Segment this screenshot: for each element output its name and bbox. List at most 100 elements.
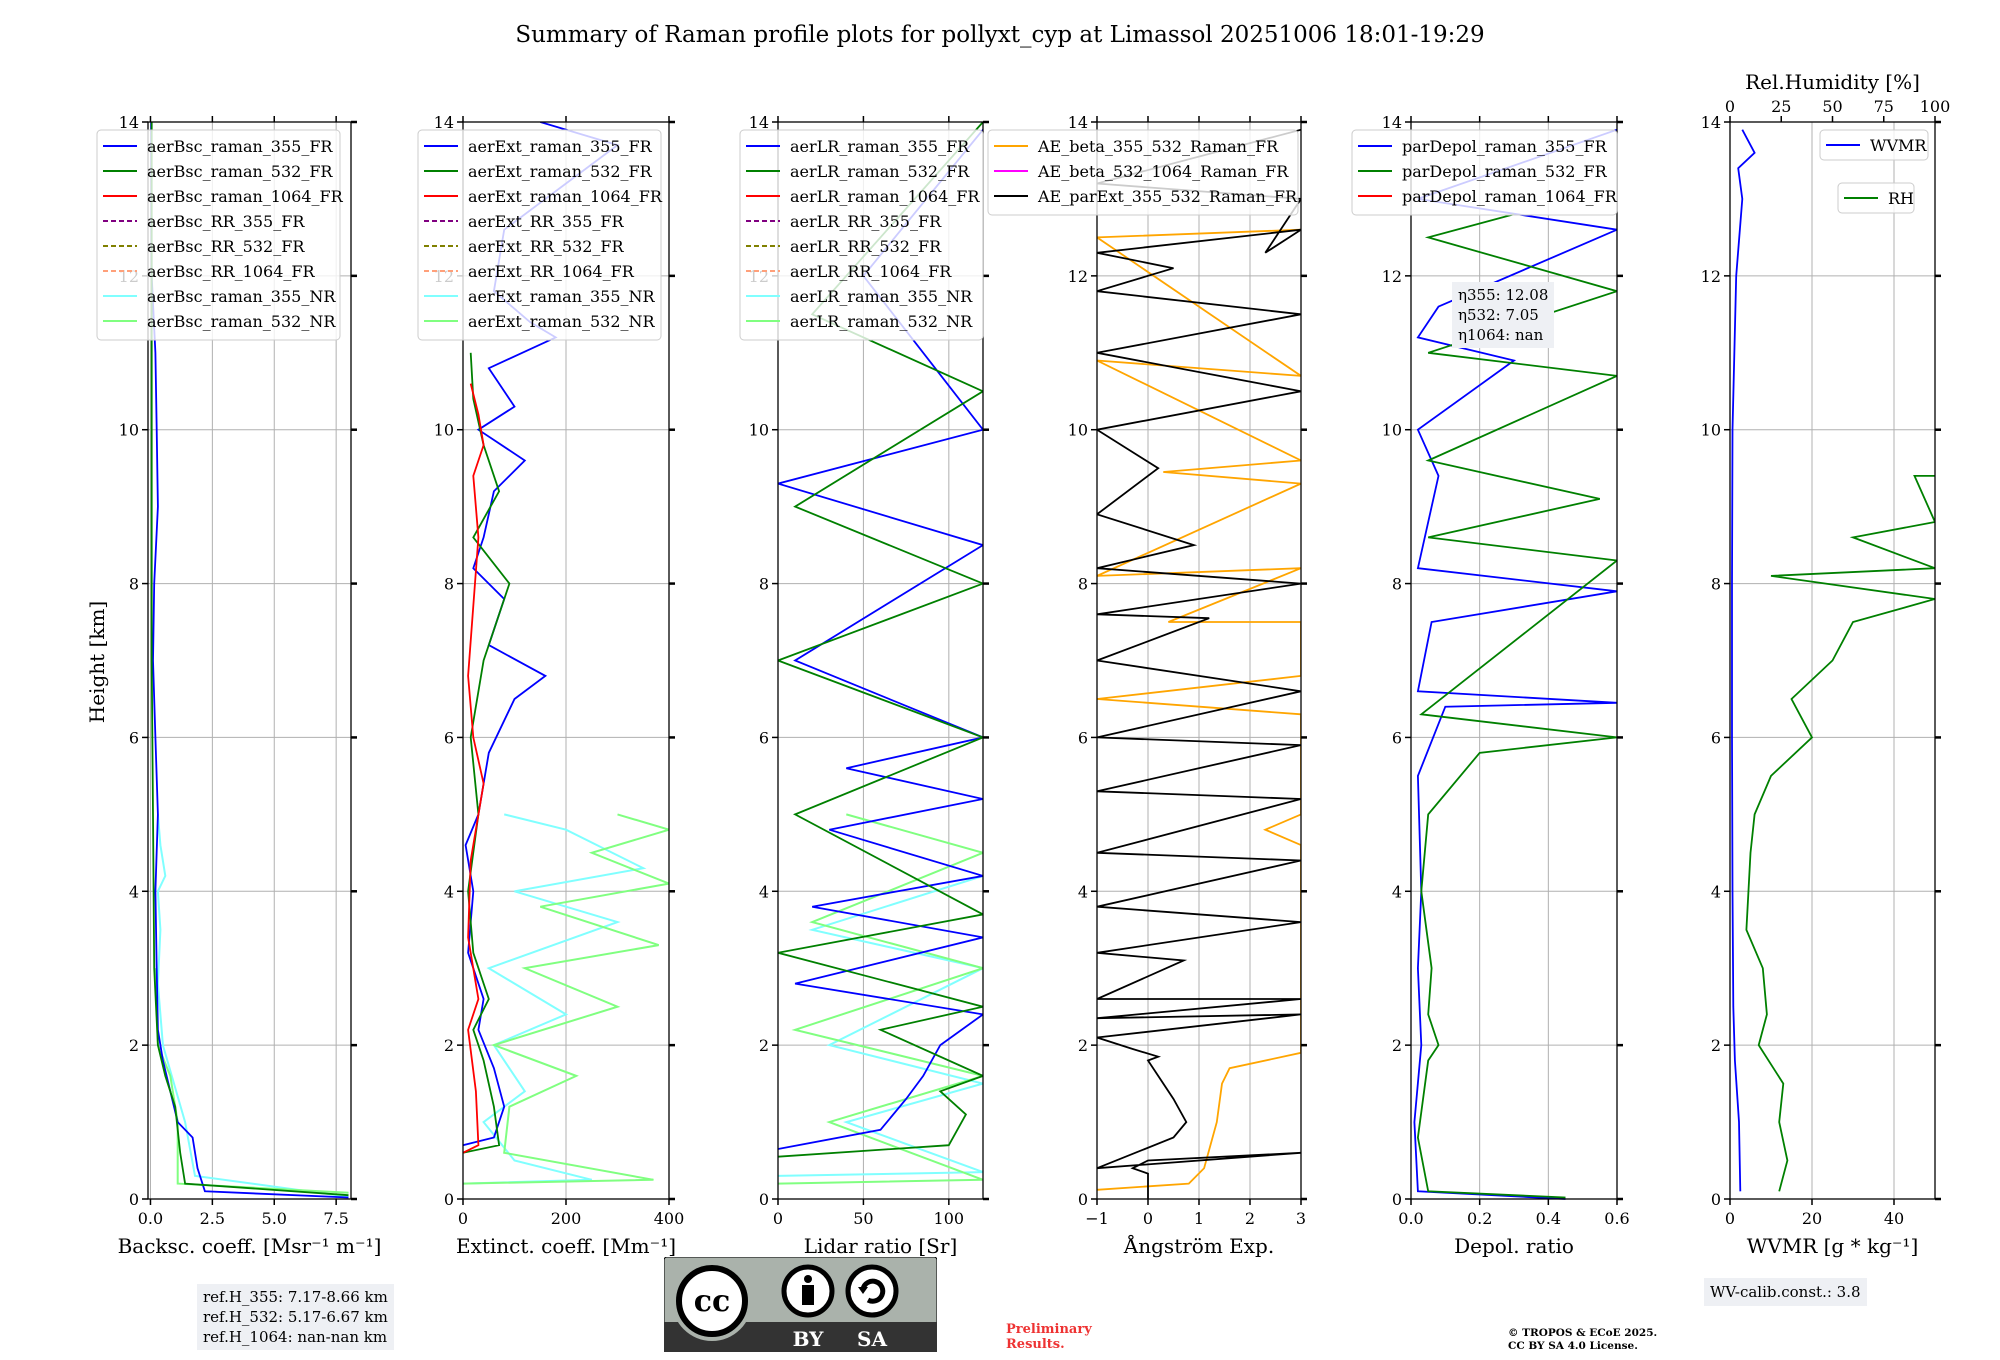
y-tick-label: 4	[1078, 882, 1088, 901]
y-tick-label: 0	[444, 1190, 454, 1209]
legend-entry: aerBsc_raman_1064_FR	[147, 187, 344, 206]
legend-entry: parDepol_raman_355_FR	[1402, 137, 1608, 156]
x-tick-label: 0	[773, 1209, 783, 1228]
series-line-parDepol_raman_355_FR	[1413, 128, 1617, 1200]
legend-entry: AE_beta_355_532_Raman_FR	[1037, 137, 1279, 156]
ref-height-355: ref.H_355: 7.17-8.66 km	[203, 1288, 388, 1306]
y-tick-label: 8	[1711, 575, 1721, 594]
y-tick-label: 4	[759, 882, 769, 901]
cc-by-sa-license-badge: cc BY SA	[664, 1257, 937, 1352]
x-tick-label: 0.4	[1536, 1209, 1561, 1228]
series-line-aerExt_raman_532_FR	[463, 352, 511, 1154]
y-tick-label: 4	[129, 882, 139, 901]
legend-entry: aerBsc_RR_1064_FR	[147, 262, 316, 281]
y-tick-label: 4	[444, 882, 454, 901]
legend: AE_beta_355_532_Raman_FR AE_beta_532_1064…	[987, 129, 1299, 216]
x-tick-label: 20	[1802, 1209, 1822, 1228]
series-group	[463, 122, 669, 1185]
y-tick-label: 0	[759, 1190, 769, 1209]
x2-tick-label: 0	[1725, 97, 1735, 116]
legend-entry: aerExt_RR_1064_FR	[468, 262, 635, 281]
legend-entry: aerBsc_RR_532_FR	[147, 237, 305, 256]
legend-entry: aerLR_raman_532_FR	[790, 162, 970, 181]
series-group	[1731, 129, 1935, 1192]
legend-entry: aerExt_raman_532_NR	[468, 312, 656, 331]
y-tick-label: 6	[759, 728, 769, 747]
preliminary-line-2: Results.	[1006, 1337, 1065, 1352]
legend-entry: aerLR_raman_532_NR	[790, 312, 973, 331]
legend-RH: RH	[1837, 182, 1915, 214]
series-line-aerBsc_raman_355_FR	[150, 122, 349, 1199]
panel-1: 0.02.55.07.502468101214Backsc. coeff. [M…	[96, 113, 381, 1258]
legend-box	[739, 129, 984, 341]
y-axis-label: Height [km]	[85, 601, 109, 723]
series-line-AE_parExt_355_532_Raman_FR	[1097, 128, 1301, 1199]
x-tick-label: 100	[934, 1209, 965, 1228]
eta-532: η532: 7.05	[1458, 306, 1539, 324]
y-tick-label: 14	[1701, 113, 1721, 132]
y-tick-label: 8	[1392, 575, 1402, 594]
legend-box	[987, 129, 1299, 216]
x-tick-label: 40	[1884, 1209, 1904, 1228]
series-line-aerLR_raman_355_FR	[778, 129, 983, 1150]
legend-entry: AE_parExt_355_532_Raman_FR	[1037, 187, 1298, 206]
x-tick-label: 0	[1725, 1209, 1735, 1228]
ref-height-1064: ref.H_1064: nan-nan km	[203, 1328, 388, 1346]
eta-1064: η1064: nan	[1458, 326, 1544, 344]
figure-title: Summary of Raman profile plots for polly…	[515, 22, 1485, 48]
series-line-aerExt_raman_1064_FR	[463, 383, 485, 1154]
y-tick-label: 2	[1392, 1036, 1402, 1055]
x-tick-label: 0	[1143, 1209, 1153, 1228]
preliminary-results-note: Preliminary Results.	[1006, 1322, 1092, 1352]
y-tick-label: 10	[1382, 421, 1402, 440]
y-tick-label: 6	[1392, 728, 1402, 747]
x-tick-label: 0	[458, 1209, 468, 1228]
y-tick-label: 12	[1701, 267, 1721, 286]
x-axis-label: Ångström Exp.	[1123, 1233, 1274, 1258]
legend-WVMR: WVMR	[1819, 129, 1929, 161]
series-line-AE_beta_355_532_Raman_FR	[1097, 228, 1301, 1191]
y-tick-label: 6	[1078, 728, 1088, 747]
y-tick-label: 14	[434, 113, 454, 132]
series-group	[150, 122, 349, 1199]
y-tick-label: 0	[1711, 1190, 1721, 1209]
legend-entry: aerBsc_raman_532_FR	[147, 162, 333, 181]
wv-calibration-constant: WV-calib.const.: 3.8	[1710, 1283, 1861, 1301]
legend-entry: aerBsc_raman_532_NR	[147, 312, 336, 331]
x-tick-label: 7.5	[323, 1209, 348, 1228]
legend-entry: aerLR_RR_355_FR	[790, 212, 942, 231]
axes-frame	[777, 121, 984, 1200]
y-tick-label: 0	[129, 1190, 139, 1209]
legend: parDepol_raman_355_FR parDepol_raman_532_…	[1351, 129, 1618, 216]
eta-box: η355: 12.08 η532: 7.05 η1064: nan	[1452, 282, 1555, 348]
legend-entry: aerExt_raman_532_FR	[468, 162, 653, 181]
legend: aerExt_raman_355_FR aerExt_raman_532_FRae…	[417, 129, 663, 341]
legend-entry: AE_beta_532_1064_Raman_FR	[1037, 162, 1289, 181]
legend: aerBsc_raman_355_FR aerBsc_raman_532_FRae…	[96, 129, 344, 341]
x-tick-label: 2	[1245, 1209, 1255, 1228]
y-tick-label: 14	[1382, 113, 1402, 132]
legend-entry: aerExt_RR_355_FR	[468, 212, 625, 231]
sa-label: SA	[857, 1327, 887, 1351]
series-group	[1097, 128, 1301, 1199]
series-line-aerExt_raman_355_NR	[463, 813, 647, 1185]
legend-entry: parDepol_raman_532_FR	[1402, 162, 1608, 181]
y-tick-label: 8	[129, 575, 139, 594]
series-line-parDepol_raman_532_FR	[1416, 213, 1617, 1199]
series-line-aerLR_raman_532_FR	[778, 122, 983, 1158]
x2-tick-label: 50	[1822, 97, 1842, 116]
y-tick-label: 2	[1078, 1036, 1088, 1055]
x-tick-label: 0.0	[1398, 1209, 1423, 1228]
y-tick-label: 6	[444, 728, 454, 747]
x2-tick-label: 25	[1771, 97, 1791, 116]
x-axis-label: Lidar ratio [Sr]	[804, 1234, 958, 1258]
y-tick-label: 6	[1711, 728, 1721, 747]
y-tick-label: 12	[1382, 267, 1402, 286]
x2-axis-label: Rel.Humidity [%]	[1745, 70, 1920, 94]
reference-heights-box: ref.H_355: 7.17-8.66 km ref.H_532: 5.17-…	[197, 1284, 394, 1350]
legend-entry: aerBsc_RR_355_FR	[147, 212, 305, 231]
legend-entry: aerExt_raman_355_NR	[468, 287, 656, 306]
legend-entry: aerLR_RR_1064_FR	[790, 262, 952, 281]
